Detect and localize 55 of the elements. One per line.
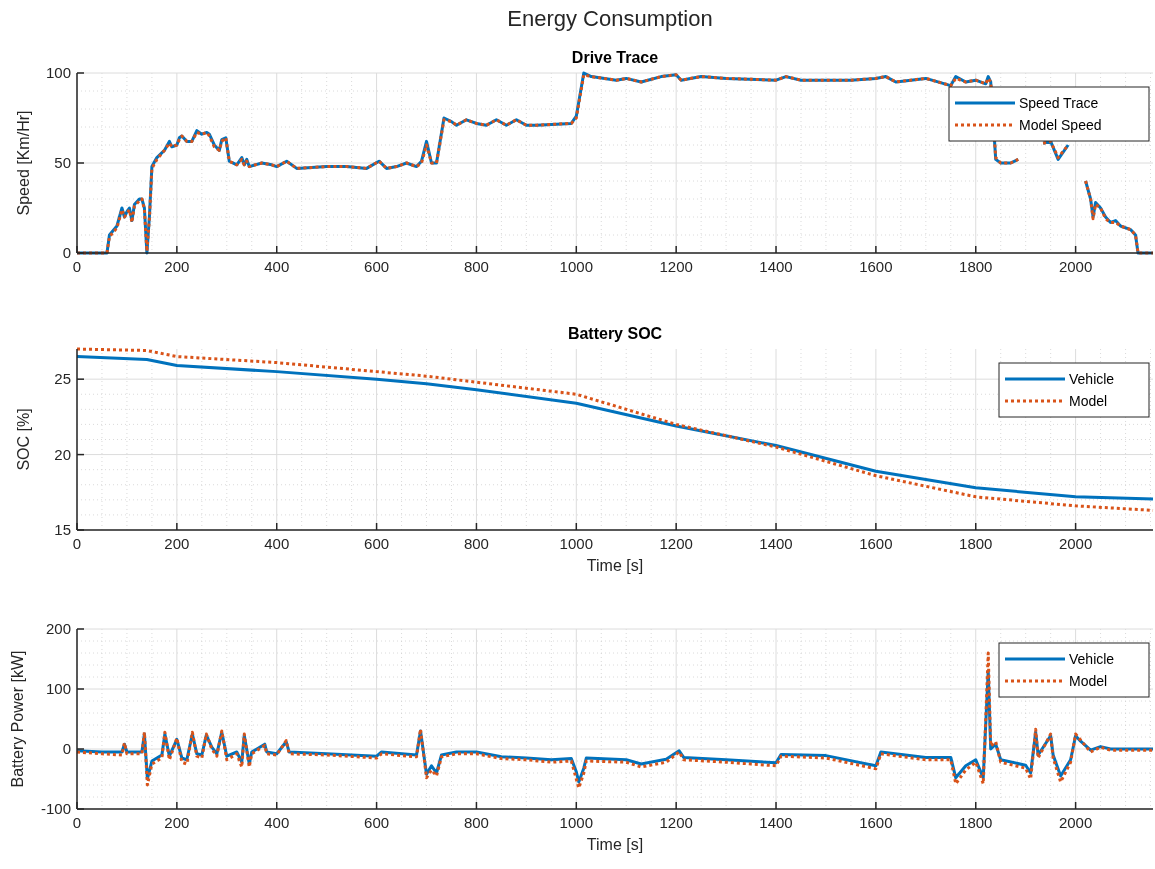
x-axis-title: Time [s] [586, 836, 644, 853]
x-tick-label: 1000 [559, 814, 593, 831]
x-tick-label: 1800 [959, 258, 993, 275]
x-tick-label: 1400 [759, 814, 793, 831]
x-tick-label: 200 [164, 258, 190, 275]
legend-label: Model [1069, 393, 1108, 409]
x-tick-label: 1400 [759, 258, 793, 275]
x-tick-label: 1600 [859, 535, 893, 552]
x-tick-label: 2000 [1058, 814, 1093, 831]
x-tick-label: 1000 [559, 258, 593, 275]
x-tick-label: 600 [364, 814, 390, 831]
x-tick-label: 400 [264, 814, 290, 831]
x-tick-label: 800 [463, 814, 489, 831]
x-tick-label: 600 [364, 535, 390, 552]
y-tick-label: 15 [54, 521, 71, 538]
legend-label: Model Speed [1019, 117, 1102, 133]
y-tick-label: 0 [62, 740, 71, 757]
x-tick-label: 1600 [859, 258, 893, 275]
x-tick-label: 800 [463, 535, 489, 552]
y-tick-label: 100 [45, 64, 71, 81]
legend-label: Model [1069, 673, 1108, 689]
y-axis-title: SOC [%] [15, 408, 32, 471]
x-tick-label: 400 [264, 535, 290, 552]
chart-title: Energy Consumption [507, 6, 713, 31]
legend-label: Vehicle [1069, 651, 1115, 667]
x-tick-label: 200 [164, 535, 190, 552]
chart-subtitle: Drive Trace [571, 49, 659, 66]
x-tick-label: 800 [463, 258, 489, 275]
x-tick-label: 600 [364, 258, 390, 275]
x-tick-label: 1200 [659, 814, 693, 831]
x-tick-label: 1800 [959, 814, 993, 831]
x-tick-label: 1800 [959, 535, 993, 552]
line-series [75, 651, 1155, 790]
x-tick-label: 1000 [559, 535, 593, 552]
y-tick-label: 25 [54, 370, 71, 388]
y-tick-label: 200 [45, 620, 71, 637]
y-axis-title: Battery Power [kW] [9, 650, 26, 788]
x-tick-label: 400 [264, 258, 290, 275]
x-tick-label: 2000 [1058, 535, 1093, 552]
legend-label: Vehicle [1069, 371, 1115, 387]
y-tick-label: 50 [54, 154, 71, 171]
y-tick-label: 20 [54, 445, 71, 463]
chart-title: Battery SOC [567, 325, 663, 342]
x-tick-label: 1600 [859, 814, 893, 831]
y-tick-label: 100 [45, 680, 71, 697]
x-tick-label: 2000 [1058, 258, 1093, 275]
x-axis-title: Time [s] [586, 557, 644, 574]
y-tick-label: 0 [62, 244, 71, 261]
y-axis-title: Speed [Km/Hr] [15, 110, 32, 216]
legend-label: Speed Trace [1019, 95, 1099, 111]
x-tick-label: 1200 [659, 258, 693, 275]
x-tick-label: 200 [164, 814, 190, 831]
x-tick-label: 1400 [759, 535, 793, 552]
x-tick-label: 1200 [659, 535, 693, 552]
y-tick-label: -100 [40, 800, 71, 817]
